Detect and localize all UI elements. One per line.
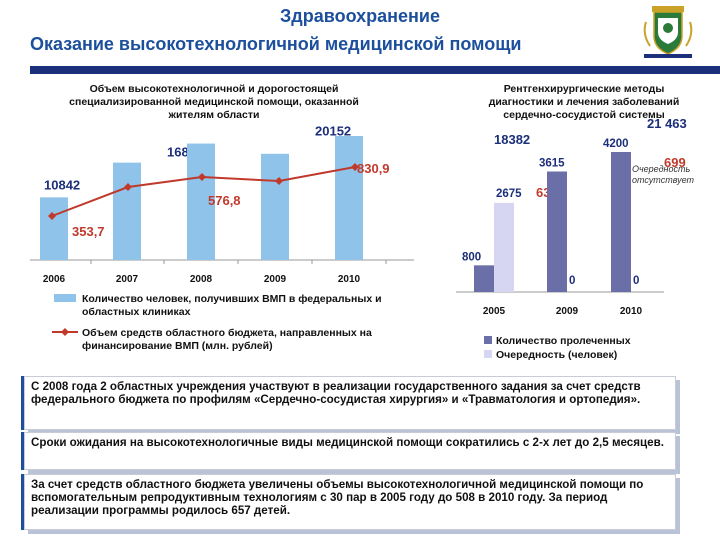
chart2-legend-label: Очередность (человек) [496,349,617,361]
chart1-line-point [275,177,283,185]
chart2-bar-treated [474,265,494,292]
chart1-bar-label: 18382 [494,132,530,147]
chart1-line-label: 576,8 [208,193,241,208]
chart2-title-line3: сердечно-сосудистой системы [503,109,664,121]
chart2-title-line2: диагностики и лечения заболеваний [489,96,680,108]
chart1-line-label: 699 [664,155,686,170]
chart1-line-label: 830,9 [357,161,390,176]
chart1-legend-label: Количество человек, получивших ВМП в фед… [82,293,382,305]
chart1-tick-label: 2008 [190,274,213,285]
chart2-annotation-line1: Очередность [632,164,691,174]
page-subtitle: Оказание высокотехнологичной медицинской… [30,34,522,54]
chart2-title-line1: Рентгенхирургические методы [504,83,665,95]
chart2-tick-label: 2009 [556,306,579,317]
note-text-2: Сроки ожидания на высокотехнологичные ви… [31,436,664,449]
chart2-legend-swatch-treated [484,336,492,344]
chart1-tick-label: 2007 [116,274,139,285]
page-title: Здравоохранение [280,6,440,26]
note-text-1: С 2008 года 2 областных учреждения участ… [31,380,641,406]
chart1-tick-label: 2010 [338,274,361,285]
chart1-title-line3: жителям области [168,109,260,121]
coat-of-arms-icon [643,6,693,58]
chart2-annotation-line2: отсутствует [632,175,694,185]
note-text-3: За счет средств областного бюджета увели… [31,478,644,517]
chart1-bar [335,136,363,260]
note-box-2: Сроки ожидания на высокотехнологичные ви… [24,432,676,470]
chart1-legend-label: финансирование ВМП (млн. рублей) [82,340,273,352]
chart1-line-point [198,173,206,181]
chart2-bar-treated [611,152,631,292]
chart1-bar [40,197,68,260]
chart1-bar-label: 21 463 [647,116,687,131]
chart2-legend-swatch-queue [484,350,492,358]
chart2-bar-label: 0 [633,275,639,287]
note-box-1: С 2008 года 2 областных учреждения участ… [24,376,676,430]
chart2-bar-label: 0 [569,275,575,287]
chart1-bar-label: 20152 [315,124,351,139]
chart2-bar-treated [547,171,567,292]
header: Здравоохранение Оказание высокотехнологи… [0,0,720,66]
chart2-bar-label: 4200 [603,138,629,150]
chart1-line-point [124,183,132,191]
chart-xray-surgery: Рентгенхирургические методы диагностики … [456,83,694,361]
chart1-line-point [48,212,56,220]
chart1-bar [113,162,141,260]
chart2-bar-label: 2675 [496,188,522,200]
chart1-line-point [351,163,359,171]
chart1-legend-swatch-bars [54,294,76,302]
chart2-bar-label: 3615 [539,158,565,170]
charts-panel: Объем высокотехнологичной и дорогостояще… [24,74,720,366]
chart2-tick-label: 2010 [620,306,643,317]
chart1-title-line1: Объем высокотехнологичной и дорогостояще… [90,83,339,95]
note-box-3: За счет средств областного бюджета увели… [24,474,676,530]
chart2-bar-label: 800 [462,251,481,263]
chart1-legend-label: областных клиниках [82,306,191,318]
chart1-title-line2: специализированной медицинской помощи, о… [69,96,359,108]
chart2-legend-label: Количество пролеченных [496,335,631,347]
chart2-tick-label: 2005 [483,306,506,317]
chart1-tick-label: 2006 [43,274,66,285]
charts-svg: Объем высокотехнологичной и дорогостояще… [30,83,694,361]
chart1-bar [187,143,215,260]
chart1-legend-label: Объем средств областного бюджета, направ… [82,327,372,339]
chart1-legend-marker [61,328,69,336]
chart1-bar-label: 10842 [44,177,80,192]
chart2-bar-queue [494,202,514,292]
chart1-tick-label: 2009 [264,274,287,285]
chart1-bar [261,153,289,260]
chart-vmp: Объем высокотехнологичной и дорогостояще… [30,83,687,352]
chart1-line-label: 353,7 [72,224,105,239]
